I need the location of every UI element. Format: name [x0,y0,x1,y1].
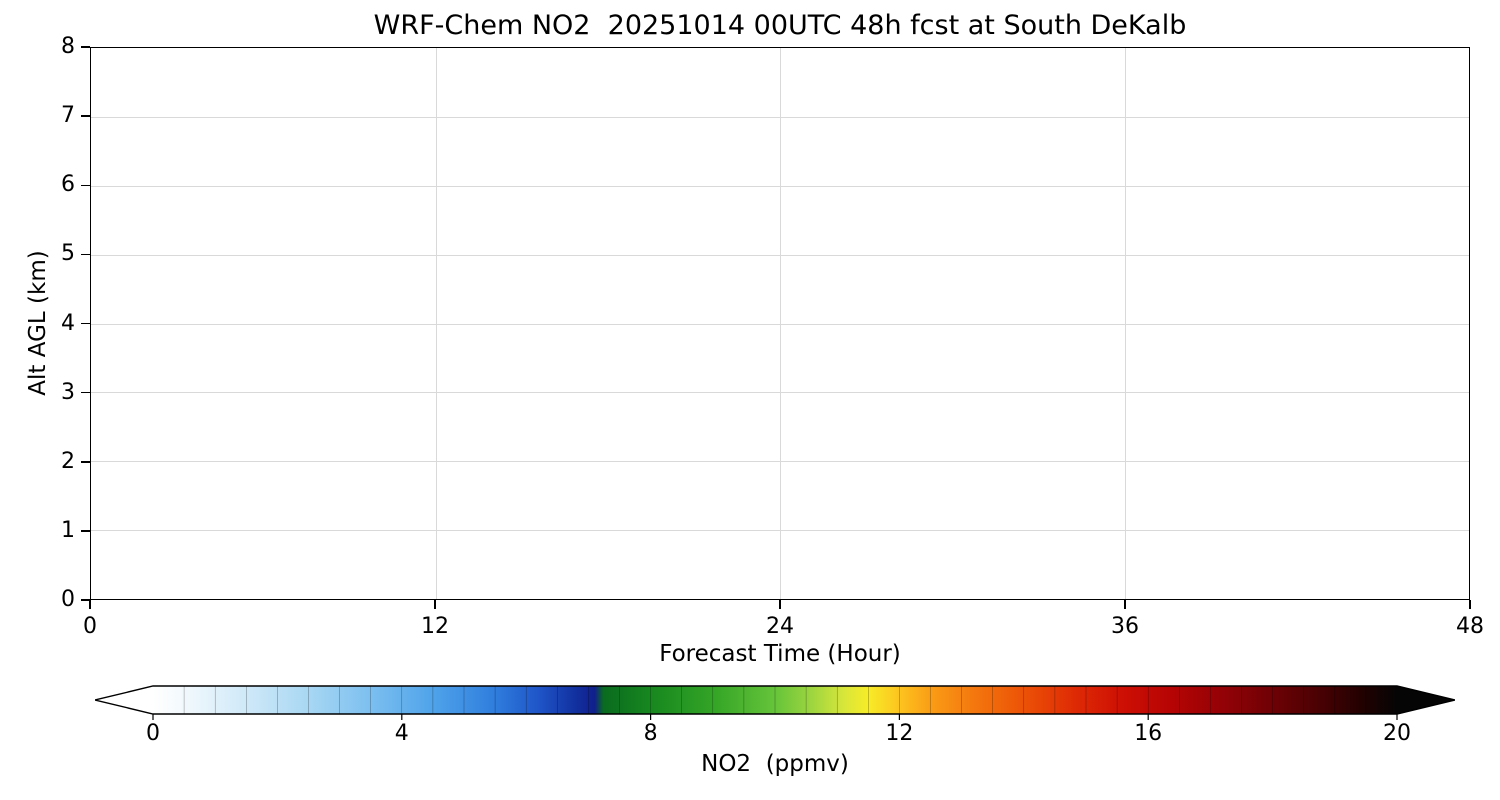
y-tick-mark [81,599,90,601]
colorbar-label: NO2 (ppmv) [701,751,849,777]
colorbar-tick-label: 8 [643,721,658,746]
y-tick-mark [81,115,90,117]
colorbar-tick-label: 12 [885,721,914,746]
x-tick-mark [1124,600,1126,609]
y-tick-mark [81,461,90,463]
x-tick-mark [434,600,436,609]
colorbar-tick-label: 16 [1134,721,1163,746]
y-tick-label: 8 [61,34,75,59]
y-tick-label: 4 [61,310,75,336]
y-tick-mark [81,391,90,394]
y-tick-mark [81,530,90,532]
y-tick-mark [81,322,90,325]
v-gridline [1124,48,1126,599]
y-tick-mark [81,253,90,256]
x-tick-mark [89,600,91,609]
v-gridline [780,48,781,599]
colorbar-tick-label: 0 [146,721,160,746]
y-tick-label: 1 [61,517,75,543]
y-tick-label: 6 [61,172,75,198]
x-tick-label: 12 [421,614,449,639]
x-axis-label: Forecast Time (Hour) [659,641,901,667]
y-tick-label: 0 [61,587,75,612]
x-tick-label: 48 [1456,614,1484,639]
colorbar [95,685,1455,720]
x-tick-mark [779,600,781,609]
chart-title: WRF-Chem NO2 20251014 00UTC 48h fcst at … [373,10,1187,41]
colorbar-tick-label: 4 [394,721,409,746]
y-tick-label: 2 [61,448,75,474]
y-tick-label: 5 [61,241,75,267]
x-tick-label: 0 [83,614,97,639]
y-tick-label: 7 [61,103,75,129]
y-tick-mark [81,184,90,186]
colorbar-tick-label: 20 [1383,721,1411,746]
x-tick-mark [1469,600,1471,609]
y-tick-mark [81,46,90,48]
v-gridline [435,48,437,599]
y-tick-label: 3 [61,379,75,405]
x-tick-label: 24 [766,614,794,639]
plot-area [90,47,1470,600]
x-tick-label: 36 [1111,614,1139,639]
